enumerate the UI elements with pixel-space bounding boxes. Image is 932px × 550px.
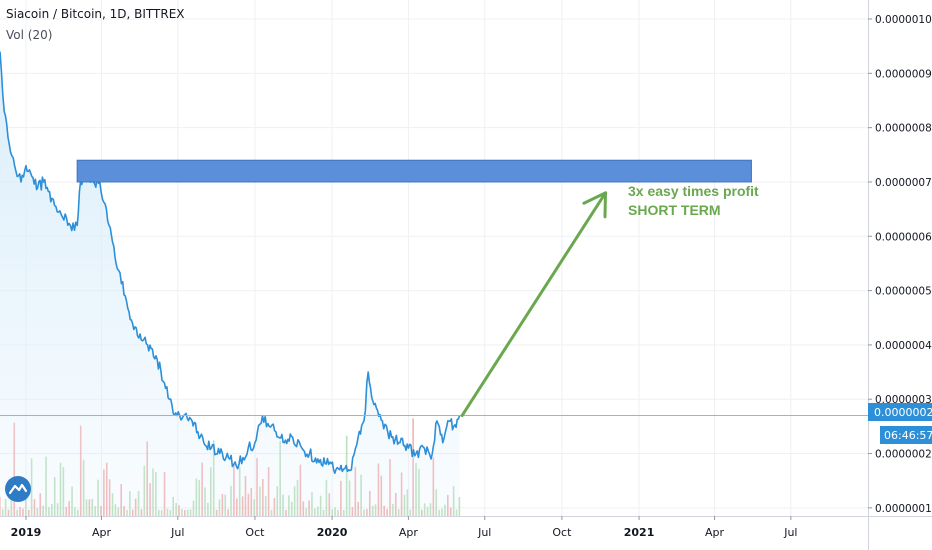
price-badge-bg: [868, 403, 932, 421]
countdown-badge-label: 06:46:57: [884, 429, 932, 442]
x-tick-label: Jul: [783, 526, 797, 539]
resistance-zone-rect: [76, 159, 752, 183]
x-tick-label: 2020: [317, 526, 348, 539]
price-area: [0, 51, 460, 516]
resistance-zone[interactable]: [76, 159, 752, 183]
annotation-line-1: 3x easy times profit: [628, 183, 759, 199]
logo-glyph-icon: [9, 483, 27, 495]
x-tick-label: 2019: [11, 526, 42, 539]
y-tick-label: 0.00000100: [875, 14, 932, 26]
price-badge-label: 0.00000027: [874, 406, 932, 419]
symbol-legend[interactable]: Siacoin / Bitcoin, 1D, BITTREX: [6, 7, 185, 21]
countdown-badge-bg: [880, 426, 932, 444]
x-tick-label: Apr: [92, 526, 112, 539]
price-line: [0, 51, 868, 474]
arrow-shaft: [460, 191, 608, 418]
x-tick-label: Oct: [245, 526, 265, 539]
time-axis-bg: [0, 516, 932, 550]
x-tick-label: Jul: [170, 526, 184, 539]
price-series-line: [0, 51, 461, 474]
price-badge: 0.00000027 06:46:57: [868, 403, 932, 444]
volume-legend[interactable]: Vol (20): [6, 28, 53, 42]
projection-arrow[interactable]: [460, 191, 608, 418]
arrow-head: [582, 191, 608, 219]
price-area-fill: [0, 51, 460, 516]
price-axis-bg: [868, 0, 932, 550]
price-axis[interactable]: 0.000000100.000000200.000000300.00000040…: [868, 14, 932, 515]
x-tick-label: Apr: [399, 526, 419, 539]
annotation-line-2: SHORT TERM: [628, 202, 721, 218]
time-axis[interactable]: 2019 Apr Jul Oct 2020 Apr Jul Oct 2021 Apr Jul: [11, 516, 798, 539]
x-tick-label: Oct: [552, 526, 572, 539]
tradingview-logo-icon[interactable]: [5, 476, 31, 502]
x-tick-label: 2021: [624, 526, 655, 539]
x-tick-label: Apr: [705, 526, 725, 539]
annotation-text[interactable]: 3x easy times profit SHORT TERM: [628, 183, 759, 218]
x-tick-label: Jul: [477, 526, 491, 539]
